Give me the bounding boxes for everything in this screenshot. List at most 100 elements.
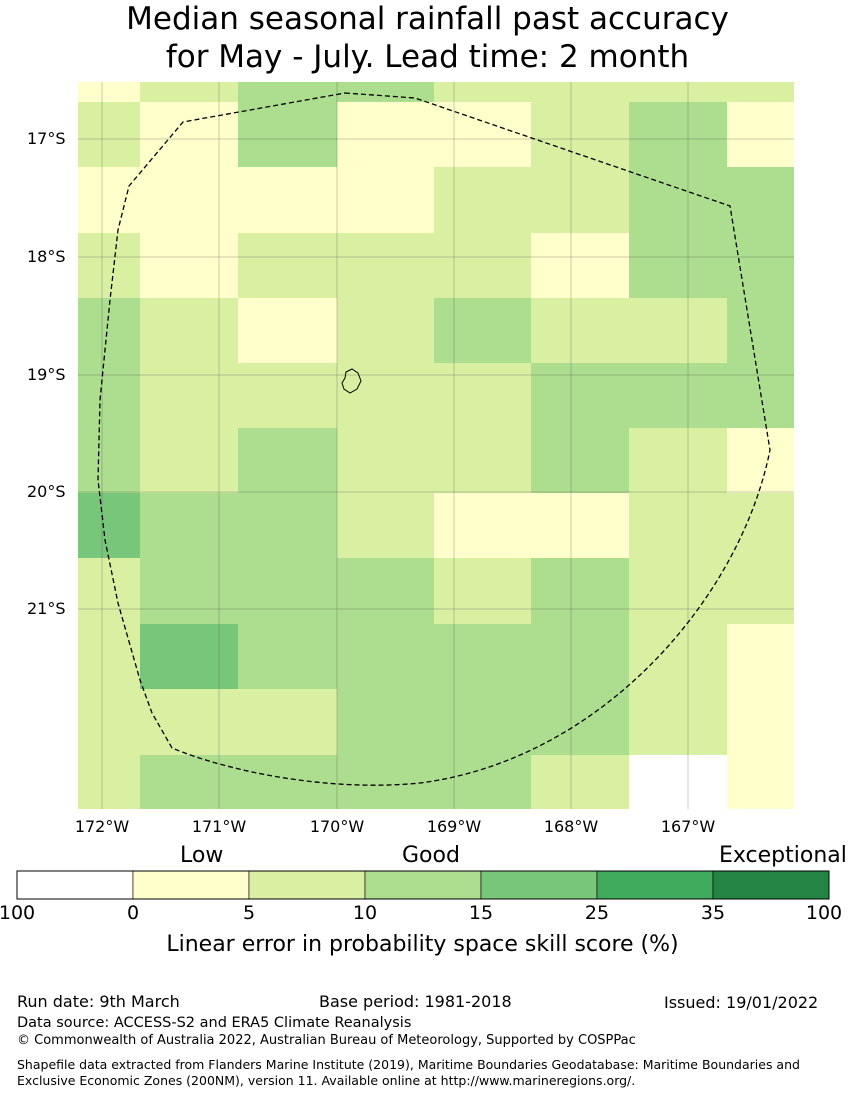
grid-cell [727,82,794,102]
grid-cell [337,363,434,428]
grid-cell [78,102,140,167]
grid-cell [140,428,238,493]
skill-map [78,82,794,809]
grid-cell [78,755,140,809]
grid-cell [140,363,238,428]
grid-cell [337,298,434,363]
grid-cell [434,428,531,493]
grid-cell [337,755,434,809]
grid-cell [434,233,531,298]
grid-cell [629,102,727,167]
colorbar-tick-3: 10 [352,902,378,924]
lat-label-19s: 19°S [27,365,66,384]
colorbar-tick-7: 100 [805,902,843,924]
grid-cell [238,558,337,624]
grid-cell [238,233,337,298]
grid-cell [434,624,531,689]
grid-cell [78,624,140,689]
grid-cell [78,493,140,558]
grid-cell [629,82,727,102]
lat-label-21s: 21°S [27,599,66,618]
grid-cell [629,755,727,809]
grid-cell [238,298,337,363]
grid-cell [531,755,629,809]
grid-cell [337,102,434,167]
legend-category-good: Good [402,843,460,868]
grid-cell [629,363,727,428]
grid-cell [140,689,238,755]
colorbar-label: Linear error in probability space skill … [166,932,679,957]
grid-cell [727,558,794,624]
grid-cell [238,755,337,809]
lat-label-18s: 18°S [27,247,66,266]
run-date: Run date: 9th March [17,992,180,1011]
colorbar-tick-2: 5 [242,902,256,924]
grid-cell [140,298,238,363]
legend-category-exceptional: Exceptional [719,843,847,868]
grid-cell [140,493,238,558]
grid-cell [531,363,629,428]
colorbar-swatch [596,870,714,900]
grid-cell [140,624,238,689]
shapefile-credit: Shapefile data extracted from Flanders M… [17,1057,800,1088]
grid-cell [629,493,727,558]
grid-cell [78,363,140,428]
chart-title-line1: Median seasonal rainfall past accuracy [126,1,729,37]
grid-cell [727,755,794,809]
lon-label-168w: 168°W [543,817,599,836]
eez-boundary [97,92,771,786]
colorbar-tick-4: 15 [468,902,494,924]
grid-cell [727,233,794,298]
grid-cell [337,689,434,755]
grid-cell [531,689,629,755]
grid-cell [434,102,531,167]
grid-cell [238,363,337,428]
grid-cell [337,493,434,558]
grid-cell [727,624,794,689]
grid-cell [434,755,531,809]
grid-cell [727,493,794,558]
grid-cell [434,298,531,363]
grid-cell [434,493,531,558]
grid-cell [337,558,434,624]
grid-cell [434,82,531,102]
legend-category-low: Low [180,843,224,868]
grid-cell [629,689,727,755]
lon-label-167w: 167°W [660,817,716,836]
grid-cell [140,82,238,102]
grid-cell [629,298,727,363]
grid-cell [337,233,434,298]
grid-cell [238,689,337,755]
copyright: © Commonwealth of Australia 2022, Austra… [17,1033,636,1048]
grid-cell [531,82,629,102]
colorbar-swatch [712,870,830,900]
grid-cell [531,624,629,689]
grid-cell [531,102,629,167]
lat-label-20s: 20°S [27,482,66,501]
grid-cell [727,428,794,493]
grid-cell [531,167,629,233]
grid-cell [140,558,238,624]
grid-cell [337,624,434,689]
lon-label-169w: 169°W [426,817,482,836]
grid-cell [78,428,140,493]
grid-cell [238,167,337,233]
grid-cell [337,167,434,233]
grid-cell [629,233,727,298]
lon-label-171w: 171°W [191,817,247,836]
grid-cell [140,167,238,233]
colorbar-tick-6: 35 [700,902,726,924]
grid-cell [238,493,337,558]
data-source: Data source: ACCESS-S2 and ERA5 Climate … [17,1015,412,1031]
lon-label-170w: 170°W [309,817,365,836]
grid-cell [727,167,794,233]
grid-cell [727,298,794,363]
grid-cell [238,428,337,493]
colorbar-tick-1: 0 [126,902,140,924]
colorbar [16,870,830,900]
grid-cell [140,233,238,298]
grid-cell [531,558,629,624]
grid-cell [434,363,531,428]
base-period: Base period: 1981-2018 [319,992,512,1011]
grid-cell [78,558,140,624]
